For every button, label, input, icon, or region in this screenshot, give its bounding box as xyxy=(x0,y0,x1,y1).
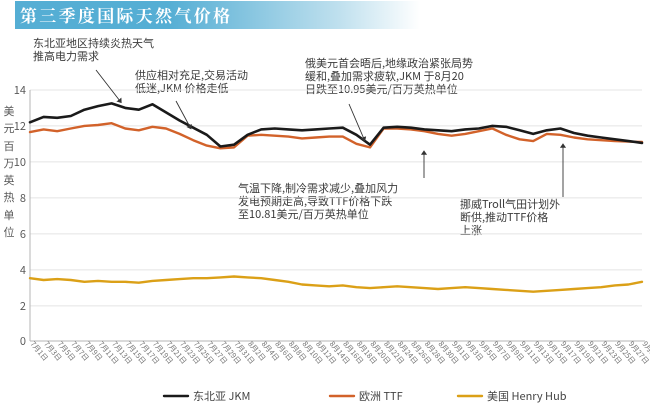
svg-text:4: 4 xyxy=(20,262,26,278)
svg-text:8: 8 xyxy=(20,190,26,206)
svg-text:0: 0 xyxy=(20,333,26,349)
svg-text:12: 12 xyxy=(14,118,26,134)
svg-text:欧洲 TTF: 欧洲 TTF xyxy=(359,388,403,404)
svg-text:2: 2 xyxy=(20,298,26,314)
svg-text:美国 Henry Hub: 美国 Henry Hub xyxy=(487,388,567,404)
svg-text:14: 14 xyxy=(14,82,26,98)
svg-text:6: 6 xyxy=(20,226,26,242)
svg-text:东北亚 JKM: 东北亚 JKM xyxy=(193,388,250,404)
svg-text:10: 10 xyxy=(14,154,26,170)
